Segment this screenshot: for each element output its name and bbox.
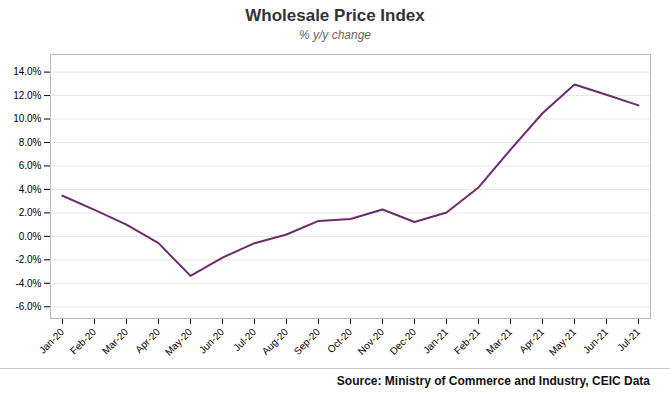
svg-text:Jun-20: Jun-20 [197, 326, 227, 356]
html-text:Source: Ministry of Commerce a: Source: Ministry of Commerce and Industr… [336, 374, 650, 388]
svg-text:Dec-20: Dec-20 [388, 326, 419, 357]
svg-text:Jul-20: Jul-20 [231, 326, 258, 353]
svg-text:8.0%: 8.0% [19, 137, 42, 148]
svg-text:Sep-20: Sep-20 [292, 326, 323, 357]
svg-text:Jun-21: Jun-21 [581, 326, 611, 356]
svg-text:Jan-20: Jan-20 [37, 326, 67, 356]
svg-text:Apr-20: Apr-20 [133, 326, 162, 355]
svg-text:May-20: May-20 [163, 326, 195, 358]
svg-text:Mar-21: Mar-21 [484, 326, 514, 356]
html-text:Wholesale Price Index: Wholesale Price Index [245, 6, 425, 25]
svg-text:-6.0%: -6.0% [15, 301, 41, 312]
svg-text:-2.0%: -2.0% [15, 254, 41, 265]
svg-text:14.0%: 14.0% [13, 66, 41, 77]
svg-text:Apr-21: Apr-21 [517, 326, 546, 355]
svg-text:Aug-20: Aug-20 [260, 326, 291, 357]
svg-text:-4.0%: -4.0% [15, 278, 41, 289]
svg-text:Feb-20: Feb-20 [68, 326, 98, 356]
svg-text:Jan-21: Jan-21 [421, 326, 451, 356]
html-text:% y/y change: % y/y change [299, 28, 371, 42]
svg-text:6.0%: 6.0% [19, 160, 42, 171]
svg-text:4.0%: 4.0% [19, 184, 42, 195]
svg-text:0.0%: 0.0% [19, 231, 42, 242]
svg-text:12.0%: 12.0% [13, 90, 41, 101]
svg-text:Feb-21: Feb-21 [452, 326, 482, 356]
svg-text:May-21: May-21 [547, 326, 579, 358]
svg-text:10.0%: 10.0% [13, 113, 41, 124]
svg-text:Nov-20: Nov-20 [356, 326, 387, 357]
svg-text:2.0%: 2.0% [19, 207, 42, 218]
svg-text:Mar-20: Mar-20 [100, 326, 130, 356]
svg-text:Jul-21: Jul-21 [615, 326, 642, 353]
svg-text:Oct-20: Oct-20 [325, 326, 354, 355]
